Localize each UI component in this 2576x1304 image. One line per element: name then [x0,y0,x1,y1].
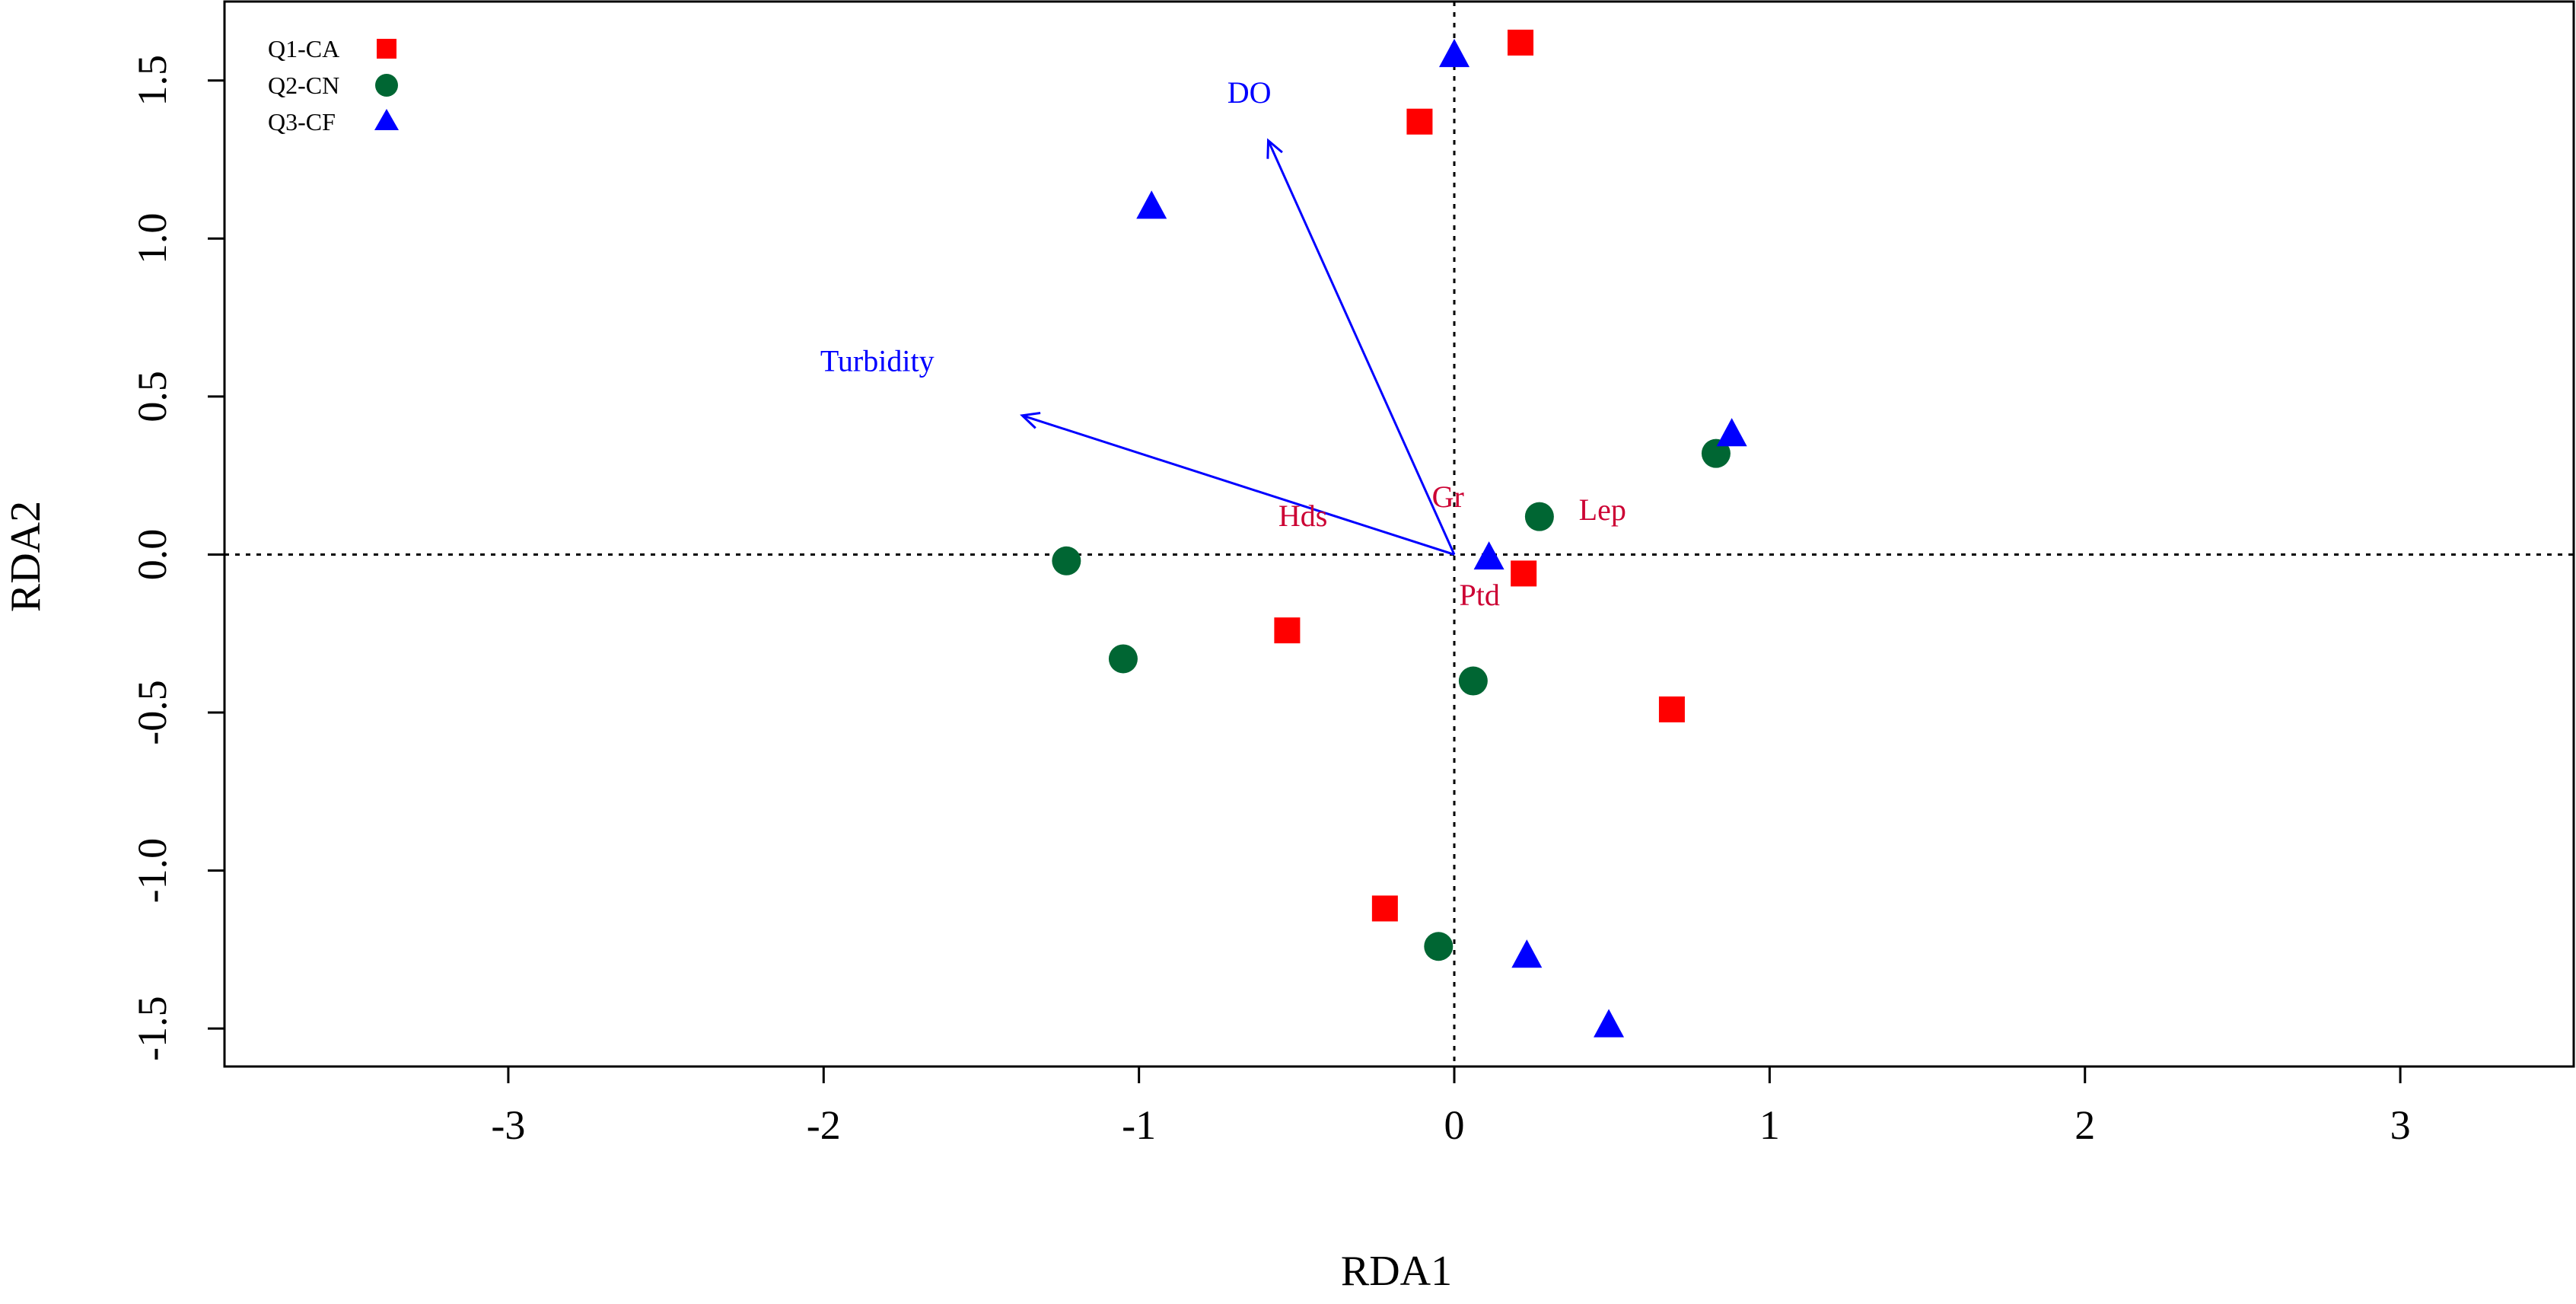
x-tick-label: 3 [2390,1102,2411,1148]
vector-arrowhead-do [1266,138,1283,159]
point-q1-ca [1406,108,1433,135]
legend-label-q1-ca: Q1-CA [268,35,339,62]
plot-area [223,0,2575,1068]
legend-label-q3-cf: Q3-CF [268,108,336,136]
species-label-ptd: Ptd [1459,578,1499,612]
x-tick-label: -3 [491,1102,525,1148]
point-q3-cf [1716,418,1747,447]
x-tick-label: -1 [1122,1102,1156,1148]
y-tick-label: -1.0 [129,838,175,903]
point-q2-cn [1524,502,1554,531]
point-q2-cn [1458,666,1488,696]
y-tick-label: 0.0 [129,529,175,581]
point-q1-ca [1658,696,1685,722]
legend: Q1-CA Q2-CN Q3-CF [268,35,399,136]
point-q2-cn [1052,546,1081,575]
species-labels: Gr Lep Hds Ptd [1278,480,1626,612]
point-q1-ca [1274,617,1301,644]
x-tick-label: -2 [807,1102,841,1148]
point-q3-cf [1473,541,1505,570]
y-axis: -1.5 -1.0 -0.5 0.0 0.5 1.0 1.5 [129,55,224,1061]
y-tick-label: -0.5 [129,680,175,744]
legend-marker-q2-cn [375,74,398,97]
species-label-gr: Gr [1432,480,1464,514]
point-q3-cf [1439,39,1470,68]
reference-lines [224,2,2574,1066]
legend-marker-q1-ca [377,39,396,59]
point-q3-cf [1594,1009,1625,1038]
point-q3-cf [1136,190,1167,219]
environmental-vectors: DO Turbidity [820,75,1456,556]
legend-label-q2-cn: Q2-CN [268,72,339,99]
vector-label-do: DO [1228,75,1272,110]
point-q3-cf [1511,939,1543,968]
species-label-lep: Lep [1579,493,1626,527]
point-q2-cn [1424,932,1454,961]
x-axis-title: RDA1 [1341,1248,1452,1295]
data-points [1052,29,1747,1038]
x-tick-label: 2 [2074,1102,2095,1148]
y-tick-label: 1.0 [129,213,175,265]
y-tick-label: -1.5 [129,996,175,1060]
legend-marker-q3-cf [374,109,399,130]
vector-arrow-do [1267,140,1456,556]
y-axis-title: RDA2 [2,501,49,612]
point-q1-ca [1511,560,1537,587]
point-q2-cn [1108,644,1138,674]
point-q1-ca [1508,29,1534,56]
y-tick-label: 0.5 [129,371,175,422]
x-tick-label: 0 [1444,1102,1465,1148]
vector-arrowhead-turbidity [1020,412,1041,429]
plot-frame [223,0,2575,1068]
point-q1-ca [1371,895,1398,922]
species-label-hds: Hds [1278,499,1327,533]
x-axis: -3 -2 -1 0 1 2 3 [491,1066,2411,1148]
y-tick-label: 1.5 [129,55,175,107]
vector-label-turbidity: Turbidity [820,344,935,378]
vector-arrow-turbidity [1021,414,1455,556]
x-tick-label: 1 [1759,1102,1780,1148]
